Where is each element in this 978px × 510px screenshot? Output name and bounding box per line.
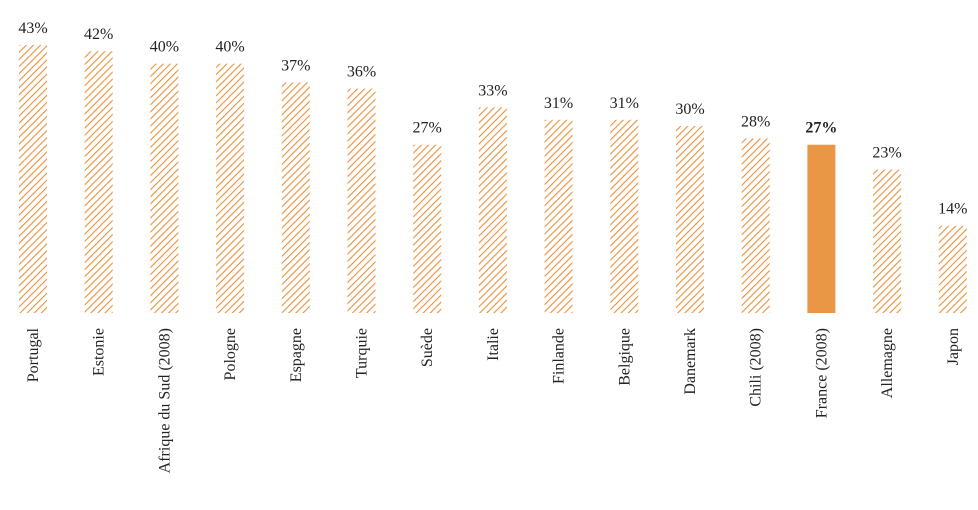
- bar: [938, 225, 967, 313]
- x-tick-label: Espagne: [288, 328, 305, 382]
- value-label: 27%: [805, 120, 837, 137]
- value-label: 33%: [478, 82, 507, 99]
- bar: [413, 144, 442, 313]
- bar: [676, 126, 704, 313]
- value-label: 42%: [84, 26, 113, 43]
- bar: [150, 63, 179, 313]
- x-tick-label: Turquie: [354, 328, 371, 378]
- bar: [807, 144, 836, 313]
- x-tick-label: Danemark: [682, 328, 699, 395]
- value-label: 31%: [544, 95, 573, 112]
- value-label: 40%: [150, 39, 179, 56]
- x-tick-label: Japon: [945, 328, 962, 365]
- x-tick-label: Allemagne: [879, 328, 896, 398]
- value-label: 31%: [610, 95, 639, 112]
- x-tick-label: Italie: [485, 328, 502, 361]
- x-tick-label: Chili (2008): [748, 328, 765, 407]
- bar: [84, 51, 113, 314]
- x-tick-label: France (2008): [813, 328, 830, 418]
- value-label: 43%: [18, 20, 47, 37]
- value-label: 28%: [741, 113, 770, 130]
- x-tick-label: Finlande: [551, 328, 568, 384]
- bar: [216, 63, 245, 313]
- value-label: 14%: [938, 201, 967, 218]
- x-tick-label: Suède: [419, 328, 436, 367]
- bar: [610, 119, 639, 313]
- value-label: 27%: [413, 120, 442, 137]
- bar: [741, 138, 770, 313]
- x-tick-label: Pologne: [222, 328, 239, 380]
- value-label: 23%: [872, 145, 901, 162]
- bar: [873, 169, 902, 313]
- value-label: 40%: [215, 39, 244, 56]
- bar: [347, 88, 376, 314]
- x-tick-label: Portugal: [25, 327, 42, 382]
- value-label: 37%: [281, 57, 310, 74]
- bar: [281, 82, 310, 313]
- x-tick-label: Belgique: [616, 328, 633, 386]
- value-label: 36%: [347, 64, 376, 81]
- bar: [478, 107, 507, 313]
- bar: [19, 45, 47, 313]
- value-label: 30%: [675, 101, 704, 118]
- bar: [544, 119, 573, 313]
- x-tick-label: Estonie: [91, 328, 108, 376]
- x-tick-label: Afrique du Sud (2008): [156, 328, 173, 473]
